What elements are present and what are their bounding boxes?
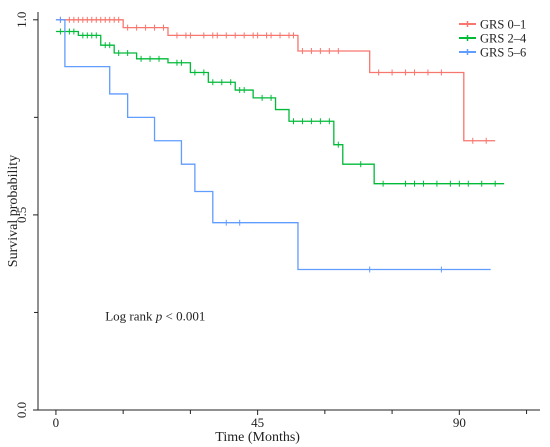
axes [37, 12, 540, 411]
series-GRS 2–4 [55, 28, 505, 187]
annotation-suffix: < 0.001 [162, 308, 205, 323]
series-GRS 5–6 [55, 16, 491, 273]
y-tick-label: 0.0 [14, 402, 29, 418]
x-tick-label: 0 [53, 415, 60, 430]
y-axis-label: Survival probability [6, 155, 21, 267]
legend-item: GRS 2–4 [459, 32, 527, 46]
x-tick-label: 45 [251, 415, 264, 430]
x-axis-label: Time (Months) [215, 430, 300, 445]
x-tick-label: 90 [453, 415, 466, 430]
survival-curve [55, 19, 496, 142]
legend-label: GRS 5–6 [480, 46, 526, 60]
series-GRS 0–1 [55, 16, 496, 144]
legend-label: GRS 0–1 [480, 18, 526, 32]
plot-area [55, 16, 505, 273]
ticks: 0 45 90 0.0 0.5 1.0 [14, 12, 528, 430]
survival-curve [55, 19, 491, 271]
y-tick-label: 1.0 [14, 12, 29, 28]
legend-item: GRS 0–1 [459, 18, 526, 32]
annotation-prefix: Log rank [105, 308, 156, 323]
log-rank-annotation: Log rank p < 0.001 [105, 308, 205, 323]
annotation-p: p [155, 308, 163, 323]
survival-curve [55, 30, 505, 185]
legend-label: GRS 2–4 [480, 32, 527, 46]
legend-item: GRS 5–6 [459, 46, 526, 60]
y-tick-label: 0.5 [14, 207, 29, 223]
